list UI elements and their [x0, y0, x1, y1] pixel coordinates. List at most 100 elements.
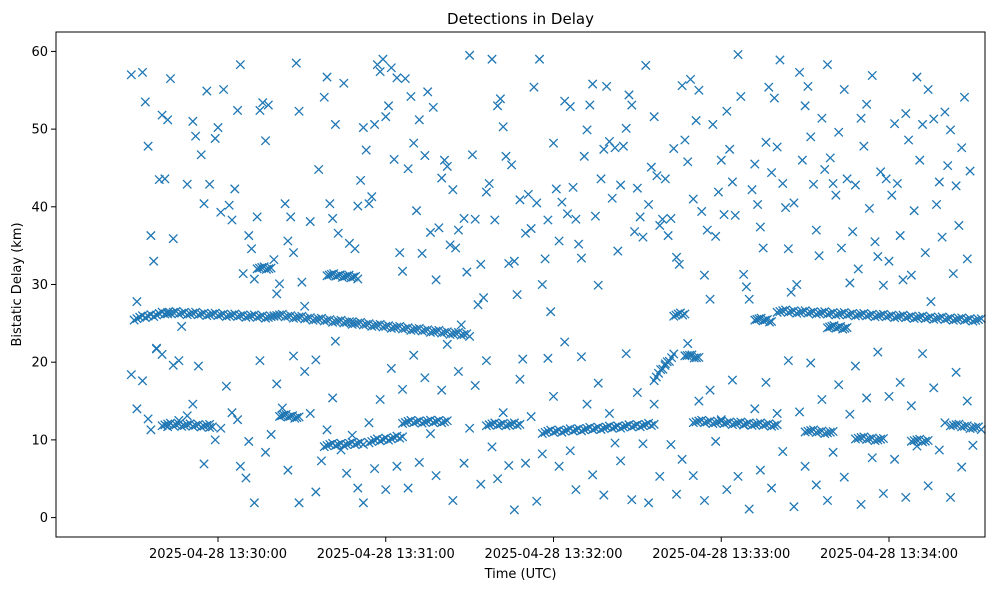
data-point [861, 434, 872, 445]
data-point [881, 174, 891, 184]
data-point [702, 417, 712, 427]
data-point [283, 236, 293, 246]
data-point [537, 449, 547, 459]
data-point [143, 414, 153, 424]
data-point [792, 279, 802, 290]
data-point [571, 484, 581, 495]
data-point [741, 419, 752, 429]
data-point [789, 502, 799, 512]
data-point [677, 80, 687, 91]
data-point [428, 102, 438, 113]
data-point [470, 214, 480, 224]
data-point [286, 212, 296, 222]
data-point [462, 267, 472, 277]
data-point [576, 352, 587, 362]
data-point [188, 308, 198, 318]
data-point [811, 225, 821, 235]
data-point [151, 310, 162, 320]
data-point [224, 310, 234, 321]
data-point [327, 317, 338, 327]
data-point [803, 81, 813, 92]
data-point [364, 199, 374, 209]
data-point [683, 338, 693, 349]
data-point [341, 468, 352, 478]
data-point [501, 151, 511, 161]
data-point [593, 280, 603, 290]
data-point [744, 504, 754, 514]
data-point [758, 420, 768, 431]
data-point [861, 311, 872, 321]
data-point [831, 190, 841, 200]
data-point [873, 311, 883, 321]
data-point [750, 419, 760, 430]
data-point [355, 175, 366, 186]
data-point [596, 424, 606, 435]
data-point [954, 313, 964, 324]
data-point [671, 310, 681, 320]
data-point [870, 435, 880, 446]
data-point [856, 499, 866, 510]
data-point [934, 177, 944, 187]
data-point [431, 275, 441, 285]
data-point [861, 99, 872, 109]
data-point [722, 106, 732, 116]
data-point [515, 195, 525, 205]
data-point [464, 331, 475, 342]
data-point [789, 198, 799, 208]
data-point [599, 144, 609, 154]
data-point [873, 435, 883, 445]
data-point [847, 227, 858, 237]
data-point [160, 174, 170, 184]
data-point [632, 387, 643, 398]
data-point [856, 309, 866, 319]
x-axis-label: Time (UTC) [484, 567, 557, 582]
data-point [137, 67, 148, 78]
data-point [333, 228, 343, 238]
data-point [615, 180, 626, 190]
data-point [260, 136, 271, 146]
data-point [464, 423, 475, 433]
data-point [766, 421, 777, 431]
data-point [627, 495, 637, 505]
data-point [794, 407, 805, 417]
data-point [313, 314, 324, 324]
data-point [607, 193, 617, 203]
data-point [333, 439, 343, 450]
data-point [875, 434, 886, 444]
data-point [940, 418, 950, 428]
data-point [565, 101, 575, 112]
data-point [339, 440, 349, 451]
data-point [937, 232, 947, 242]
data-point [959, 421, 970, 431]
data-point [182, 411, 192, 421]
data-point [976, 314, 986, 324]
data-point [621, 348, 631, 359]
data-point [361, 319, 371, 329]
data-point [615, 456, 626, 466]
data-point [923, 481, 933, 491]
data-point [678, 310, 688, 320]
data-point [769, 420, 780, 431]
data-point [403, 416, 413, 427]
data-point [244, 230, 254, 241]
data-point [512, 289, 522, 300]
data-point [294, 498, 304, 508]
data-point [825, 427, 835, 437]
data-point [481, 187, 492, 197]
data-point [319, 92, 329, 102]
y-axis-label: Bistatic Delay (km) [10, 222, 25, 346]
data-point [873, 251, 883, 262]
data-point [691, 115, 701, 126]
data-point [747, 420, 757, 431]
data-point [280, 312, 290, 322]
data-point [288, 247, 299, 258]
data-point [375, 66, 385, 77]
data-point [643, 199, 654, 210]
data-point [325, 199, 335, 209]
y-axis: 0 10 20 30 40 50 60 [31, 45, 56, 526]
data-point [861, 393, 872, 403]
data-point [814, 308, 824, 318]
data-point [587, 424, 598, 435]
data-point [297, 277, 307, 287]
data-point [369, 463, 380, 474]
